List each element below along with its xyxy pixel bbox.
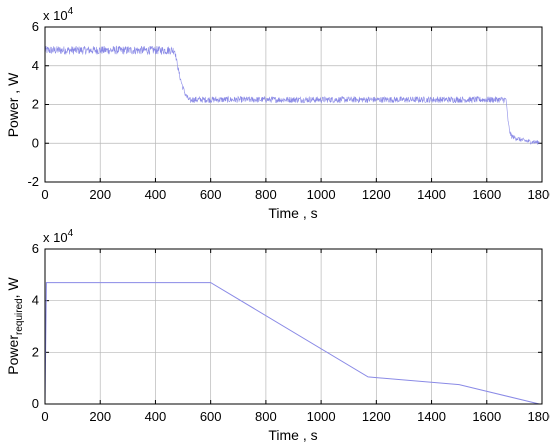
x-tick-label: 400 [145,187,167,202]
exponent-base-1: x 10 [43,8,68,23]
y-tick-label: 2 [32,344,39,359]
exponent-label-1: x 104 [43,6,74,23]
y-tick-label: 0 [32,396,39,411]
x-tick-label: 1400 [417,409,446,424]
x-tick-label: 1200 [362,187,391,202]
x-tick-label: 200 [89,187,111,202]
y-tick-label: 4 [32,58,39,73]
x-tick-label: 1000 [307,409,336,424]
x-tick-label: 600 [200,187,222,202]
y-tick-label: 4 [32,293,39,308]
x-tick-label: 200 [89,409,111,424]
y-axis-label-1: Power , W [5,72,21,137]
series-2 [44,282,540,405]
x-tick-label: 1600 [472,409,501,424]
y-tick-label: 6 [32,241,39,256]
y-tick-label: -2 [27,174,39,189]
x-tick-label: 1600 [472,187,501,202]
exponent-base-2: x 10 [43,230,68,245]
x-tick-label: 1000 [307,187,336,202]
x-tick-label: 0 [41,409,48,424]
x-tick-label: 1400 [417,187,446,202]
exponent-power-2: 4 [68,228,74,239]
x-tick-label: 800 [255,187,277,202]
y-axis-label-2-main: Power [5,335,21,375]
axes-box-1 [44,26,543,183]
x-axis-label-2: Time , s [268,427,317,443]
x-tick-label: 800 [255,409,277,424]
grid-1 [44,26,543,183]
axes-box-2 [44,248,543,405]
y-tick-labels-1: -2 0 2 4 6 [27,19,39,189]
x-tick-label: 1200 [362,409,391,424]
series-1 [44,45,540,145]
y-tick-labels-2: 0 2 4 6 [32,241,39,411]
exponent-power-1: 4 [68,6,74,17]
y-axis-label-2-suffix: , W [5,277,21,299]
y-axis-label-2-sub: required [14,298,25,335]
y-axis-label-2: Powerrequired, W [5,277,25,375]
x-tick-label: 400 [145,409,167,424]
series-line-power-required [44,282,540,405]
x-tick-label: 0 [41,187,48,202]
y-tick-label: 0 [32,135,39,150]
series-line-power [44,45,540,145]
y-tick-label: 6 [32,19,39,34]
x-tick-label: 600 [200,409,222,424]
plot-area-2 [45,249,542,404]
y-tick-label: 2 [32,97,39,112]
x-axis-label-1: Time , s [268,205,317,221]
exponent-label-2: x 104 [43,228,74,245]
